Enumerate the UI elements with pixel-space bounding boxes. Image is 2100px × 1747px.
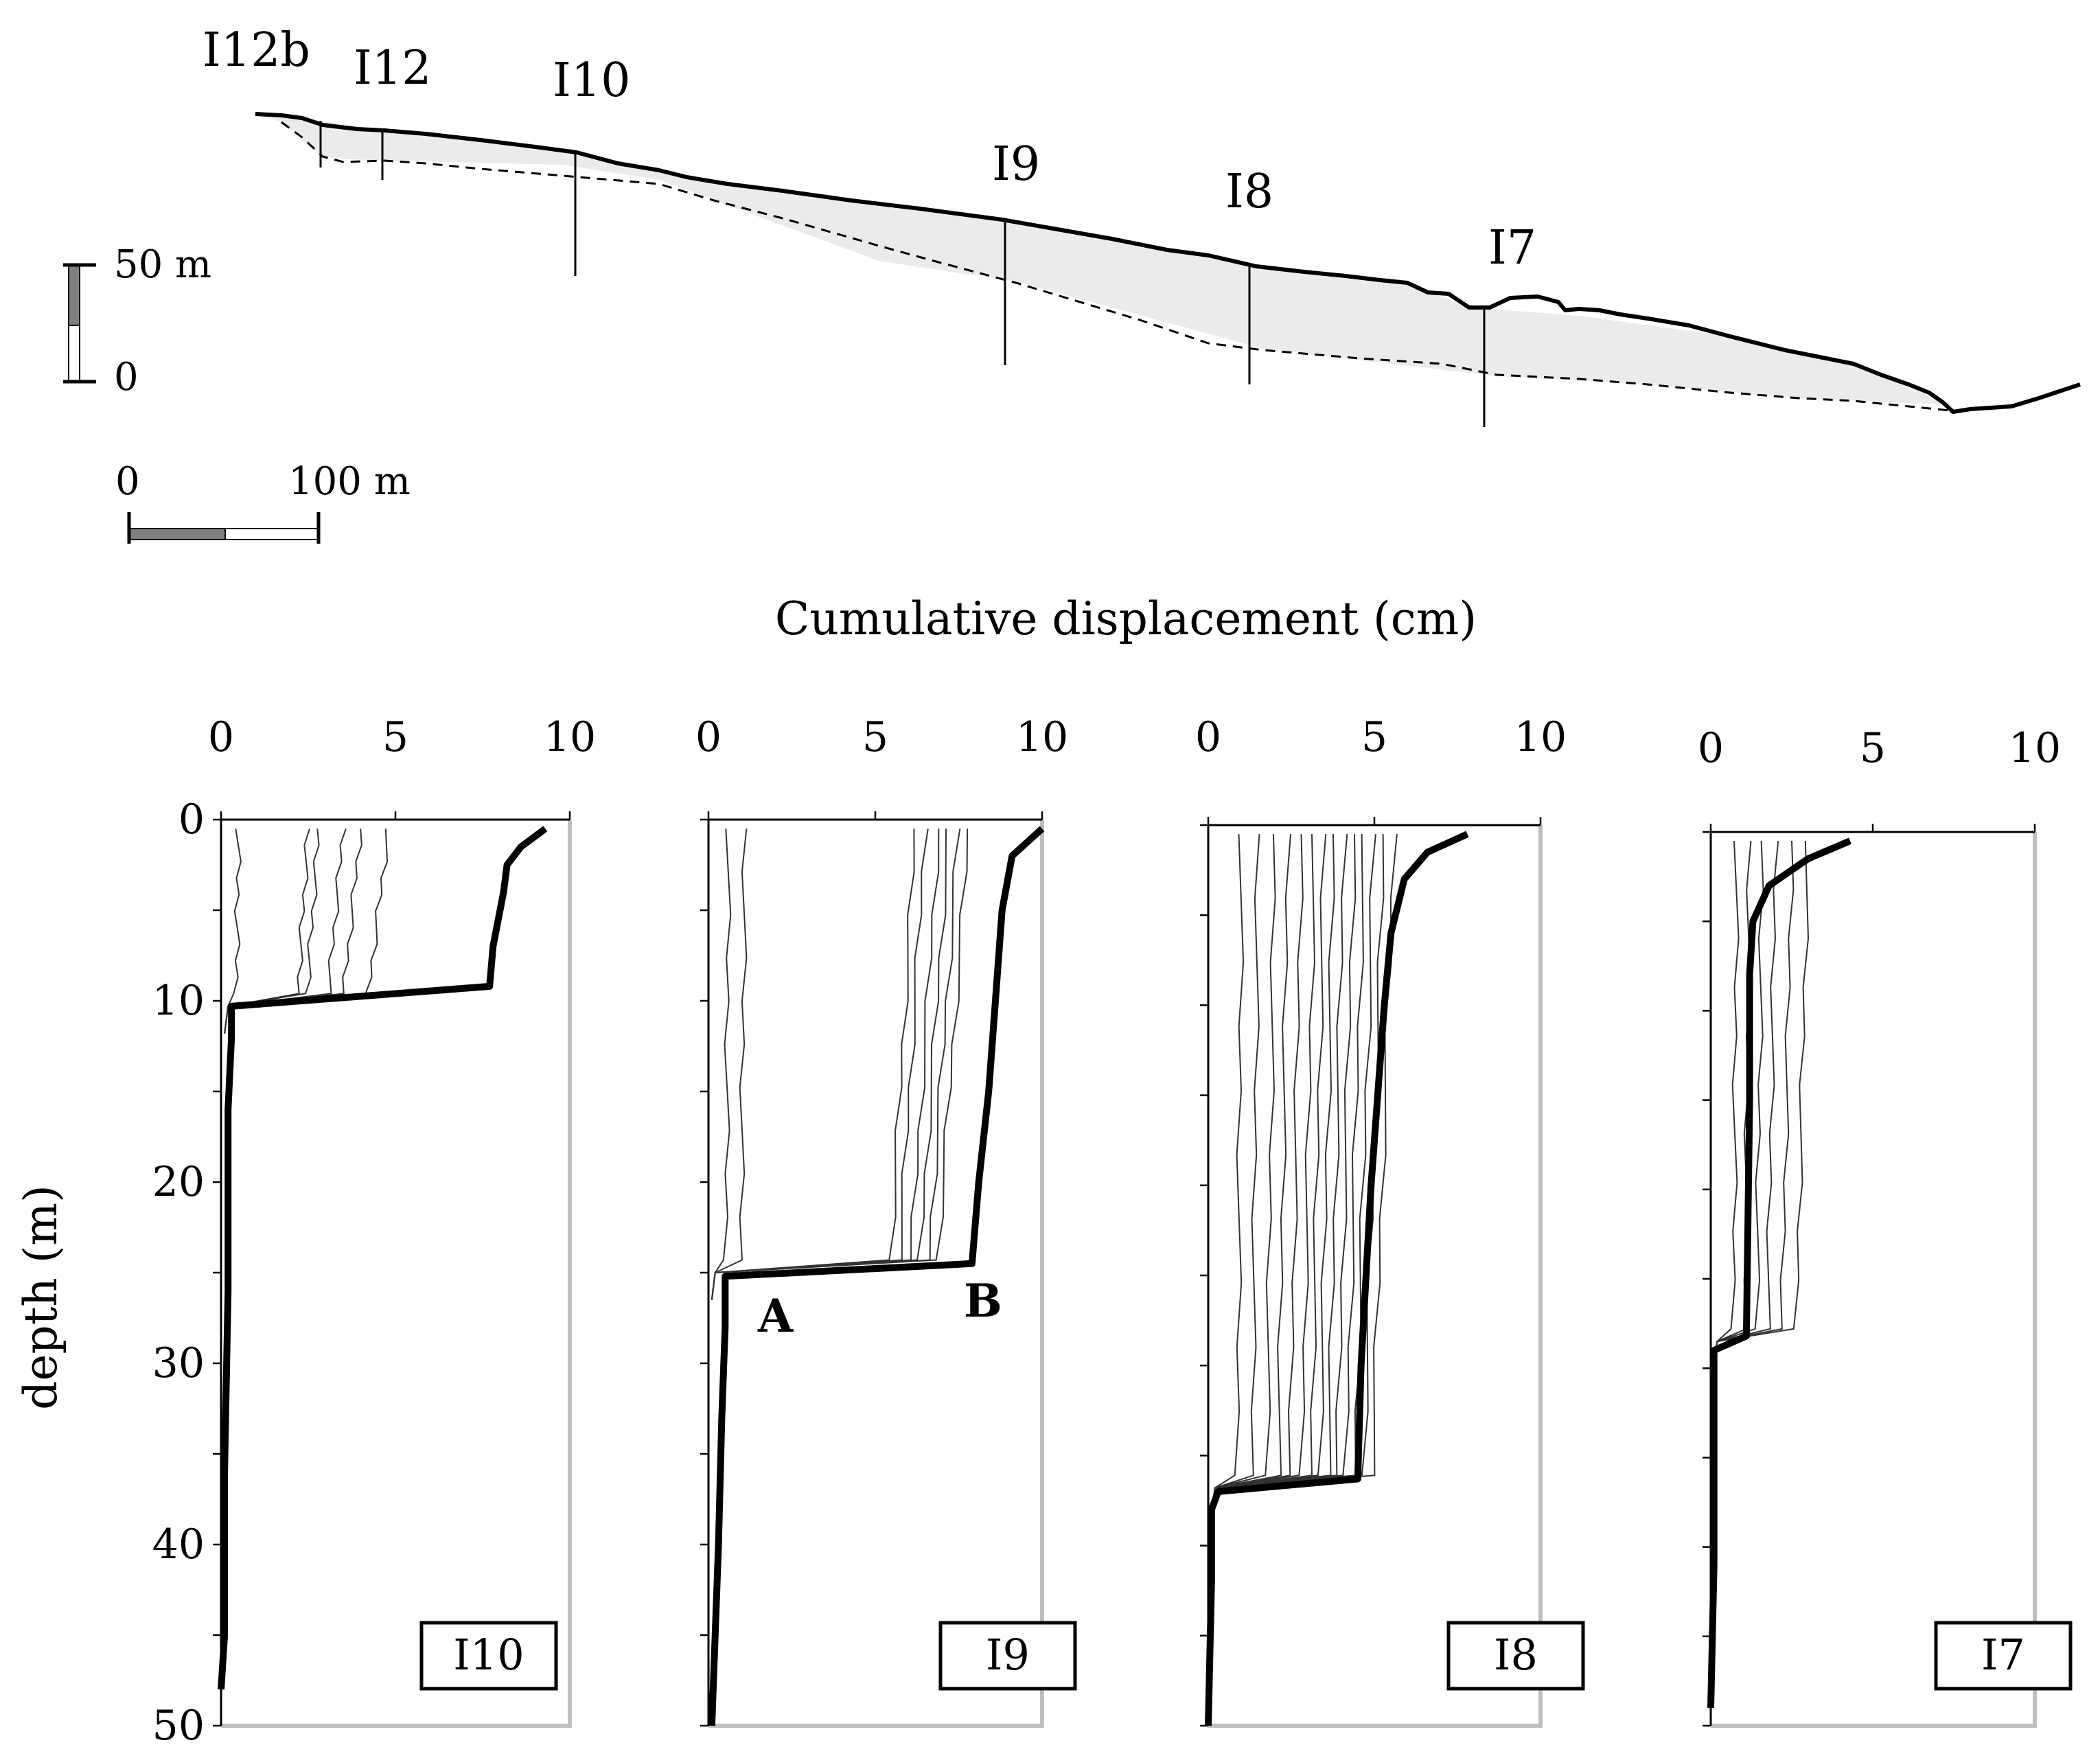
x-tick-label: 0: [208, 713, 234, 761]
shared-x-axis-title: Cumulative displacement (cm): [775, 592, 1477, 645]
panel-frame: [708, 820, 1044, 1728]
x-tick-label: 0: [1698, 724, 1724, 772]
panel-label: I7: [1981, 1630, 2025, 1680]
x-tick-label: 5: [1361, 713, 1387, 761]
horizontal-scale-light: [224, 528, 319, 540]
y-tick-label: 10: [152, 977, 205, 1025]
reading-line: [1713, 840, 1764, 1369]
horizontal-scale-left-label: 0: [115, 459, 140, 504]
profile-label-I10: I10: [553, 54, 630, 108]
panel-label-box: [1934, 1621, 2073, 1691]
panel-I9: 0 5 10 I9: [695, 713, 1077, 1728]
x-tick-label: 10: [544, 713, 596, 761]
x-tick-label: 10: [1016, 713, 1068, 761]
reading-line: [1713, 840, 1810, 1369]
x-tick-label: 5: [862, 713, 888, 761]
reading-line: [711, 829, 732, 1300]
final-reading-line: [1707, 837, 1851, 1709]
reading-line: [1210, 834, 1316, 1516]
final-reading-line: [1205, 831, 1469, 1726]
reading-line: [224, 829, 242, 1034]
reading-line: [1210, 834, 1335, 1516]
horizontal-scale-right-label: 100 m: [288, 459, 411, 504]
reading-line: [711, 829, 748, 1300]
reading-line: [1713, 840, 1740, 1369]
reading-line: [1210, 834, 1276, 1516]
panel-frame: [1208, 825, 1543, 1728]
panel-I8: 0 5 10 I8: [1195, 713, 1585, 1728]
reading-line: [224, 829, 320, 1034]
reading-line: [711, 829, 915, 1300]
vertical-scale-light: [68, 325, 80, 382]
y-tick-label: 30: [152, 1339, 205, 1387]
inclinometer-panels: 0 5 10 0 10 20 30 40 50 I10 0 5 10 I9 0 5 10 I8 0 5 10 I7: [152, 713, 2073, 1747]
x-tick-label: 0: [695, 713, 722, 761]
horizontal-scale-dark: [128, 528, 226, 540]
final-reading-line: [708, 826, 1045, 1726]
panel-frame: [221, 820, 572, 1728]
panel-label: I8: [1494, 1630, 1538, 1680]
reading-line: [1210, 834, 1364, 1516]
x-tick-label: 5: [1860, 724, 1886, 772]
annotation-B: B: [964, 1274, 1002, 1328]
reading-line: [1713, 840, 1779, 1369]
reading-line: [711, 829, 929, 1300]
reading-line: [224, 828, 347, 1034]
profile-label-I9: I9: [992, 137, 1040, 192]
x-tick-label: 10: [1514, 713, 1567, 761]
panel-I10: 0 5 10 0 10 20 30 40 50 I10: [152, 713, 597, 1747]
vertical-scale-dark: [68, 264, 80, 326]
profile-label-I12b: I12b: [203, 23, 310, 78]
reading-line: [1210, 834, 1260, 1516]
ground-surface-line: [255, 112, 2081, 414]
panel-label-box: [1446, 1621, 1585, 1691]
panel-frame: [1711, 832, 2037, 1728]
landslide-profile: I12b I12 I10 I9 I8 I7 50 m 0 0 100 m: [63, 23, 2081, 544]
annotation-A: A: [757, 1289, 794, 1343]
vertical-scale-top-label: 50 m: [114, 242, 211, 287]
reading-line: [224, 829, 362, 1034]
x-tick-label: 0: [1195, 713, 1221, 761]
reading-line: [711, 829, 940, 1300]
panel-I7: 0 5 10 I7: [1698, 724, 2073, 1728]
panel-label: I9: [986, 1630, 1030, 1680]
reading-line: [711, 829, 969, 1300]
reading-line: [1210, 834, 1376, 1516]
reading-line: [1210, 834, 1304, 1516]
shared-y-axis-title: depth (m): [14, 1185, 67, 1410]
y-tick-label: 50: [152, 1702, 205, 1747]
vertical-scale-bottom-label: 0: [114, 355, 139, 400]
x-tick-label: 10: [2009, 724, 2061, 772]
reading-line: [1713, 840, 1795, 1369]
reading-line: [1210, 834, 1385, 1516]
horizontal-scale-bar: 0 100 m: [115, 459, 411, 544]
y-tick-label: 0: [178, 796, 205, 844]
panel-label-box: [938, 1621, 1077, 1691]
y-tick-label: 40: [152, 1520, 205, 1569]
final-reading-line: [218, 826, 548, 1690]
landslide-body-fill: [255, 114, 1950, 405]
reading-line: [1210, 834, 1245, 1516]
profile-label-I12: I12: [354, 41, 431, 95]
y-tick-label: 20: [152, 1158, 205, 1206]
vertical-scale-bar: 50 m 0: [63, 242, 211, 400]
reading-line: [224, 828, 310, 1034]
slip-surface-line: [281, 121, 1950, 412]
reading-line: [1210, 834, 1291, 1516]
profile-label-I7: I7: [1488, 221, 1536, 275]
reading-line: [1210, 834, 1327, 1516]
profile-label-I8: I8: [1225, 165, 1273, 219]
panel-label: I10: [453, 1630, 524, 1680]
reading-line: [1210, 834, 1357, 1516]
panel-label-box: [419, 1621, 558, 1691]
reading-line: [711, 829, 947, 1300]
x-tick-label: 5: [382, 713, 408, 761]
